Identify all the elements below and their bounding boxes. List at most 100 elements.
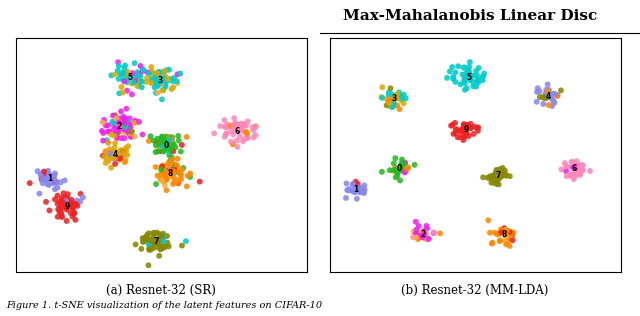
Point <box>166 168 177 173</box>
Point <box>116 148 126 153</box>
Point <box>164 153 174 158</box>
Point <box>390 165 401 170</box>
Point <box>152 78 163 83</box>
Point <box>172 81 182 86</box>
Point <box>237 128 247 133</box>
Point <box>162 145 172 150</box>
Point <box>71 201 81 206</box>
Point <box>113 155 123 161</box>
Point <box>490 230 500 235</box>
Point <box>127 70 138 76</box>
Point <box>458 126 468 131</box>
Point <box>552 93 563 98</box>
Point <box>135 71 145 76</box>
Point <box>52 201 63 206</box>
Point <box>167 135 177 140</box>
Point <box>175 71 186 76</box>
Point <box>491 176 501 181</box>
Point <box>132 74 142 79</box>
Point <box>169 142 179 147</box>
Point <box>222 125 232 130</box>
Point <box>356 185 366 190</box>
Point <box>160 79 170 84</box>
Point <box>570 165 580 170</box>
Point <box>577 168 587 173</box>
Point <box>159 178 170 183</box>
Point <box>143 231 154 236</box>
Point <box>151 74 161 79</box>
Point <box>341 195 351 200</box>
Point <box>111 124 122 129</box>
Point <box>67 202 77 207</box>
Point <box>134 79 145 84</box>
Point <box>159 73 169 78</box>
Point <box>226 123 236 128</box>
Point <box>350 186 360 191</box>
Point <box>451 131 461 136</box>
Point <box>110 131 120 137</box>
Point <box>485 176 495 181</box>
Point <box>157 164 167 169</box>
Text: 6: 6 <box>235 127 240 136</box>
Point <box>113 121 124 126</box>
Point <box>156 167 166 172</box>
Point <box>125 73 136 78</box>
Point <box>106 132 116 137</box>
Point <box>572 159 582 164</box>
Point <box>460 123 470 128</box>
Point <box>43 168 53 173</box>
Point <box>116 109 126 114</box>
Point <box>487 240 497 245</box>
Point <box>468 131 479 137</box>
Point <box>492 231 502 236</box>
Point <box>181 239 191 244</box>
Point <box>151 90 161 95</box>
Text: 5: 5 <box>467 73 472 82</box>
Point <box>67 198 77 203</box>
Point <box>140 235 150 240</box>
Point <box>386 98 396 103</box>
Point <box>111 155 122 160</box>
Point <box>118 114 129 119</box>
Point <box>142 232 152 237</box>
Point <box>400 169 410 174</box>
Point <box>451 70 461 75</box>
Point <box>67 214 77 219</box>
Point <box>44 208 54 213</box>
Point <box>577 163 588 168</box>
Point <box>161 169 171 174</box>
Point <box>116 136 126 141</box>
Point <box>45 178 56 183</box>
Point <box>492 167 502 173</box>
Point <box>465 77 475 82</box>
Point <box>505 229 515 234</box>
Point <box>43 175 53 180</box>
Point <box>446 123 456 128</box>
Point <box>44 177 54 182</box>
Point <box>185 174 195 179</box>
Point <box>137 85 147 90</box>
Point <box>165 138 175 143</box>
Text: 6: 6 <box>572 164 577 173</box>
Point <box>109 123 119 128</box>
Point <box>138 68 148 73</box>
Point <box>138 239 148 244</box>
Point <box>169 76 179 81</box>
Point <box>120 120 130 125</box>
Point <box>209 131 220 136</box>
Point <box>484 174 495 179</box>
Point <box>118 90 128 95</box>
Point <box>144 241 154 246</box>
Point <box>575 166 585 171</box>
Point <box>397 163 408 168</box>
Text: 8: 8 <box>168 169 173 178</box>
Point <box>68 211 79 216</box>
Point <box>501 234 511 239</box>
Point <box>543 102 554 107</box>
Point <box>127 92 137 97</box>
Point <box>500 172 511 177</box>
Point <box>502 228 512 233</box>
Point <box>465 121 476 126</box>
Point <box>413 223 424 228</box>
Point <box>393 169 403 174</box>
